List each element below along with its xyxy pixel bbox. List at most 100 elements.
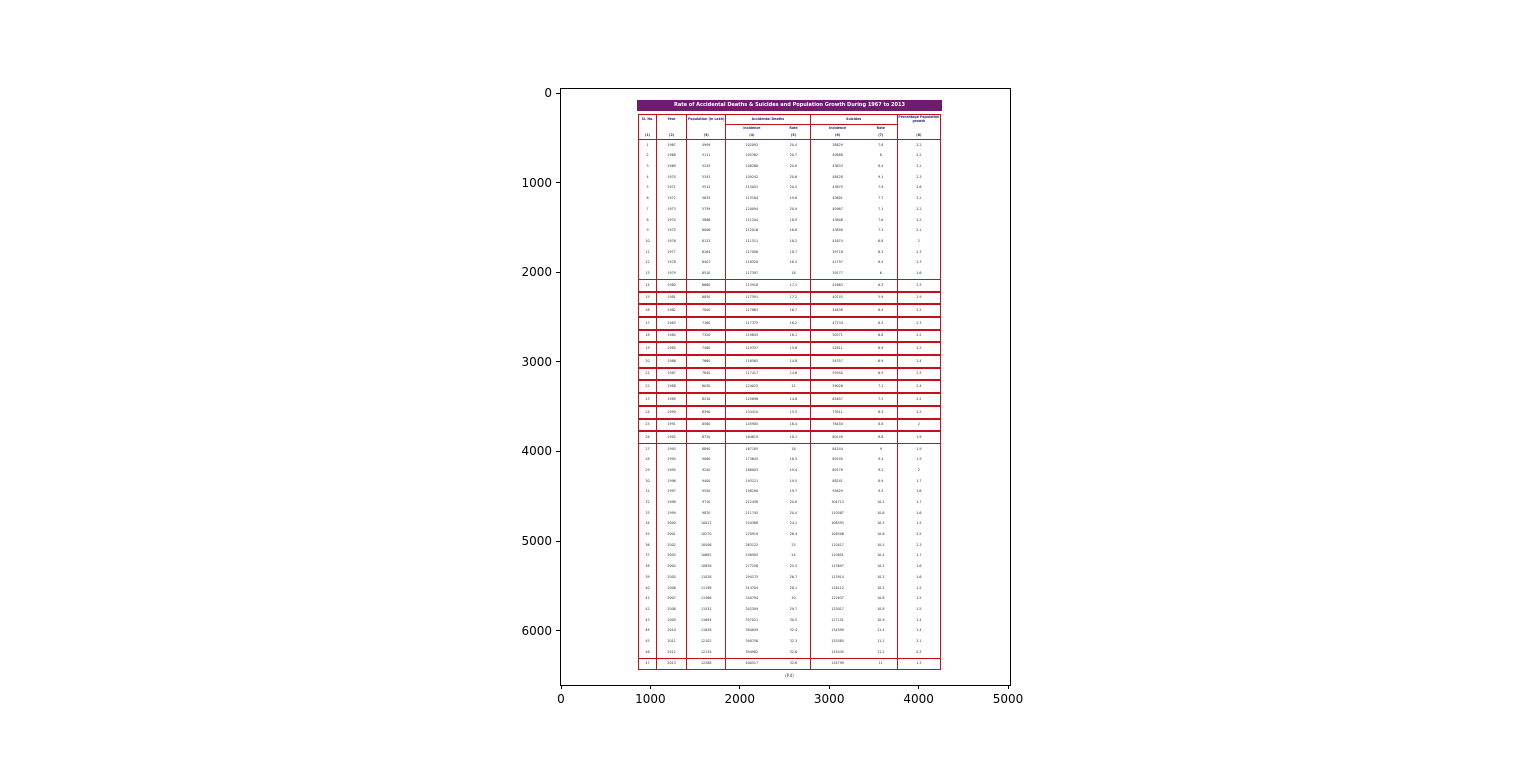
table-cell: 30 (639, 475, 658, 487)
table-cell: 2005 (657, 572, 688, 583)
table-cell: 5.9 (865, 292, 898, 304)
table-cell: 1.7 (916, 553, 922, 558)
table-cell: 26 (639, 432, 658, 443)
table-cell: 39718 (832, 249, 843, 254)
table-cell: 47234 (832, 320, 843, 325)
table-cell: 10 (639, 236, 658, 247)
table-cell: 6407 (687, 257, 727, 269)
table-cell: 118320 (745, 260, 759, 265)
table-cell: 2011 (657, 636, 688, 647)
table-row: 45 2011 12102 390758 32.3 135585 11.2 2.1 (639, 636, 940, 647)
table-cell: 43675 (832, 185, 843, 190)
table-cell: 1981 (657, 292, 688, 304)
table-cell: 19.4 (777, 465, 811, 476)
table-cell: 2.1 (916, 228, 922, 233)
table-cell: 1.4 (916, 617, 922, 622)
table-cell: 41797 (832, 260, 843, 265)
table-row: 32 1998 9710 212458 20.8 104713 10.2 1.7 (639, 497, 940, 508)
table-cell: 2003 (657, 550, 688, 562)
table-cell: 116565 (745, 358, 759, 363)
table-cell: 2.2 (916, 196, 922, 201)
table-row: 14 1980 6660 113918 17.1 41663 6.3 2.3 (639, 278, 940, 292)
table-cell: 10.5 (865, 561, 898, 573)
table-cell: 10270 (687, 529, 727, 541)
table-cell: 1984 (657, 330, 688, 342)
table-cell: 6 (639, 193, 658, 205)
table-cell: 2004 (657, 561, 688, 573)
table-cell: 32.6 (777, 646, 811, 658)
table-cell: 5635 (687, 193, 727, 205)
table-cell: 5343 (687, 172, 727, 183)
table-cell: 2 (639, 150, 658, 162)
table-cell: 108593 (831, 521, 844, 526)
table-cell: 2009 (657, 614, 688, 626)
col-number: (2) (657, 132, 688, 139)
table-cell: 1.9 (916, 434, 922, 439)
table-cell: 6.5 (865, 257, 898, 269)
table-cell: 1.6 (916, 270, 922, 275)
table-cell: 7320 (687, 330, 727, 342)
table-cell: 2.3 (916, 282, 922, 287)
table-cell: 11 (865, 658, 898, 670)
table-cell: 32.6 (777, 658, 811, 670)
table-cell: 8.8 (865, 419, 898, 431)
table-row: 19 1985 7480 119357 15.6 52811 6.9 2.2 (639, 342, 940, 356)
table-cell: 135585 (831, 638, 844, 643)
table-row: 5 1971 5512 113001 20.5 43675 7.9 2.6 (639, 182, 940, 194)
table-cell: 113914 (831, 574, 844, 579)
table-cell: 2.2 (916, 346, 922, 351)
table-cell: 2 (917, 422, 920, 427)
table-cell: 11.4 (865, 625, 898, 637)
x-tick-mark (739, 685, 741, 689)
table-cell: 12 (639, 257, 658, 269)
y-tick-mark (556, 540, 560, 542)
table-cell: 2.3 (916, 320, 922, 325)
table-cell: 1.9 (916, 446, 922, 451)
table-cell: 113697 (831, 564, 844, 569)
table-cell: 29 (639, 465, 658, 476)
table-cell: 43808 (832, 217, 843, 222)
col-header-acc-incidence: Incidence (743, 125, 761, 130)
table-cell: 2.9 (916, 295, 922, 300)
y-tick-label: 3000 (521, 354, 552, 369)
y-tick-mark (556, 630, 560, 632)
table-cell: 127151 (831, 617, 844, 622)
table-cell: 10.5 (865, 582, 898, 594)
table-cell: 294175 (745, 574, 759, 579)
table-cell: 11198 (687, 582, 727, 594)
table-cell: 18.3 (777, 454, 811, 466)
table-row: 33 1999 9870 211745 20.4 110587 10.6 1.6 (639, 508, 940, 519)
table-row: 46 2012 12134 394982 32.6 135445 11.2 0.3 (639, 646, 940, 658)
table-cell: 118112 (831, 585, 844, 590)
table-cell: 18.2 (777, 236, 811, 247)
table-cell: 8.5 (865, 406, 898, 418)
table-cell: 1975 (657, 225, 688, 237)
col-number: (6) (835, 132, 841, 137)
table-row: 40 2006 11198 314704 28.1 118112 10.5 1.5 (639, 582, 940, 594)
table-row: 16 1982 7000 117863 16.7 44838 6.4 2.2 (639, 304, 940, 317)
table-cell: 17.2 (777, 292, 811, 304)
table-cell: 1969 (657, 161, 688, 173)
table-cell: 26.7 (777, 572, 811, 583)
table-cell: 1968 (657, 150, 688, 162)
table-cell: 40 (639, 582, 658, 594)
table-cell: 18.9 (777, 214, 811, 226)
table-cell: 7160 (687, 318, 727, 329)
table-cell: 34 (639, 518, 658, 530)
table-row: 4 1970 5343 109242 20.6 48428 9.1 2.3 (639, 172, 940, 183)
table-cell: 9 (639, 225, 658, 237)
table-row: 28 1994 9060 173645 18.3 89195 9.4 1.9 (639, 454, 940, 466)
table-row: 26 1992 8720 164819 18.1 80149 8.8 1.9 (639, 431, 940, 444)
table-cell: 113918 (745, 282, 759, 287)
table-cell: 357021 (745, 617, 759, 622)
table-cell: 48428 (832, 174, 843, 179)
table-cell: 41 (639, 593, 658, 605)
x-tick-label: 1000 (635, 692, 666, 706)
table-row: 31 1997 9550 198290 19.7 95829 9.5 1.6 (639, 486, 940, 498)
table-cell: 39 (639, 572, 658, 583)
table-cell: 80149 (832, 434, 843, 439)
table-cell: 2.2 (916, 409, 922, 414)
table-cell: 18.1 (777, 432, 811, 443)
table-cell: 43601 (832, 196, 843, 201)
